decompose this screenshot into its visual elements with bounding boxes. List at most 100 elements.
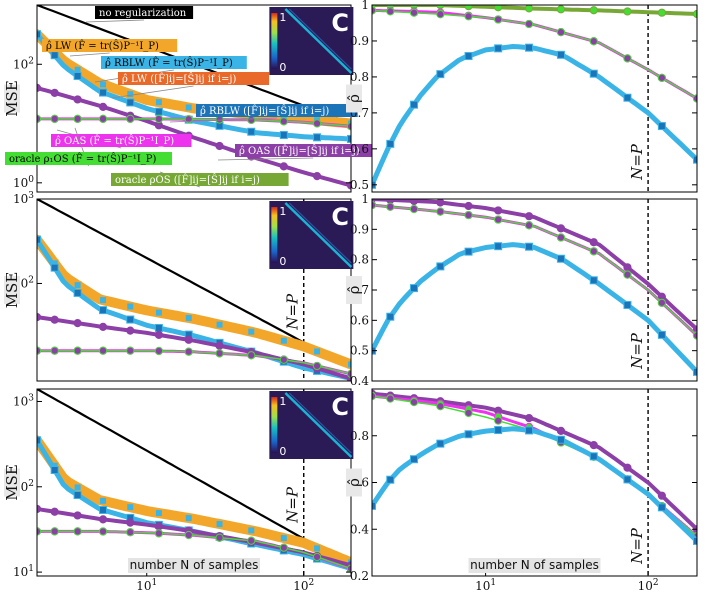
series-line-oas_diag: [372, 199, 697, 332]
series-group: [372, 5, 697, 189]
marker-rblw: [657, 122, 666, 131]
marker-oracle: [247, 351, 256, 360]
marker-lw: [184, 103, 193, 112]
marker-oracle: [409, 397, 419, 407]
inset-heatmap: 1 0 C: [269, 7, 354, 75]
callout-text-lw_diag: ρ̂ LW ([F̂]ij=[Ŝ]ij if i=j): [122, 73, 236, 85]
colorbar: [271, 397, 278, 453]
marker-oas_diag: [98, 515, 108, 524]
xlabel-bg: [468, 558, 601, 573]
callout-box-lw: [42, 39, 178, 52]
marker-rblw: [73, 72, 82, 81]
y-tick-label: 102: [13, 56, 34, 71]
marker-oracle_diag: [623, 7, 632, 16]
heatmap-bg: [269, 391, 354, 459]
marker-lw: [73, 281, 82, 290]
marker-oracle: [589, 37, 598, 46]
marker-oracle: [524, 221, 534, 230]
marker-oracle: [215, 115, 224, 124]
marker-oracle: [436, 207, 445, 216]
xlabel-bg: [128, 558, 260, 573]
marker-oas_diag: [623, 263, 632, 272]
callout-text-rblw: ρ̂ RBLW (F̂ = tr(Ŝ)P⁻¹I_P): [105, 57, 233, 69]
series-line-oas_diag: [37, 85, 351, 188]
series-group: [372, 199, 697, 376]
marker-oas_diag: [50, 315, 59, 324]
ylabel-bg: [4, 276, 20, 304]
marker-rblw: [623, 300, 632, 309]
heatmap-bg: [269, 201, 354, 269]
marker-oracle: [494, 416, 503, 425]
marker-oracle: [589, 247, 598, 256]
marker-lw: [247, 526, 256, 535]
panel-right-top: N=P0.50.60.70.80.91ρ̂: [345, 0, 698, 193]
marker-rblw: [50, 51, 59, 60]
marker-rblw: [589, 69, 598, 78]
marker-oracle: [524, 19, 534, 29]
marker-rblw: [279, 131, 288, 140]
callout-text-rblw_diag: ρ̂ RBLW ([F̂]ij=[Ŝ]ij if i=j): [200, 105, 329, 117]
np-label: N=P: [628, 527, 646, 565]
marker-oas_diag: [126, 326, 135, 335]
marker-oracle: [436, 402, 445, 411]
plot-area: [372, 5, 697, 192]
y-tick-label: 101: [13, 564, 34, 579]
series-line-rblw: [372, 426, 697, 544]
marker-rblw: [556, 435, 565, 444]
y-tick-label: 0.9: [350, 222, 369, 236]
y-tick-label: 0.6: [350, 313, 369, 327]
y-tick-label: 0.2: [350, 569, 369, 583]
y-tick-label: 0.8: [350, 253, 369, 267]
colorbar-min: 0: [279, 61, 286, 74]
colorbar-max: 1: [279, 395, 286, 408]
colorbar-min: 0: [279, 255, 286, 268]
inset-letter: C: [331, 203, 349, 231]
marker-rblw: [410, 100, 419, 109]
marker-lw: [99, 496, 108, 505]
callout-text-oas: ρ̂ OAS (F̂ = tr(Ŝ)P⁻¹I_P): [55, 135, 174, 147]
marker-oas_diag: [589, 441, 598, 450]
colorbar: [271, 207, 278, 263]
marker-oas_diag: [126, 518, 135, 527]
callout-box-oracle_diag: [111, 173, 289, 186]
marker-rblw: [525, 242, 534, 251]
x-tick-label: 101: [475, 578, 496, 593]
marker-rblw: [386, 475, 395, 484]
ylabel-bg: [346, 84, 362, 113]
x-tick-label: 102: [638, 578, 659, 593]
np-label: N=P: [284, 486, 302, 524]
marker-rblw: [693, 155, 697, 164]
marker-oas_diag: [589, 238, 598, 247]
marker-oracle: [386, 7, 395, 16]
marker-lw: [347, 360, 351, 369]
marker-rblw: [464, 430, 473, 439]
marker-oracle: [154, 114, 164, 124]
series-group: [37, 199, 351, 381]
inset-heatmap: 1 0 C: [269, 391, 354, 459]
marker-oas_diag: [312, 171, 322, 181]
callout-line-oas_diag: [217, 157, 314, 161]
heatmap-diagonal: [284, 8, 353, 74]
heatmap-bg: [269, 7, 354, 75]
marker-oracle: [623, 270, 632, 279]
marker-lw: [279, 336, 288, 345]
marker-lw: [99, 80, 108, 89]
marker-oracle_diag: [494, 5, 503, 12]
marker-oracle: [312, 361, 322, 371]
series-line-rblw: [372, 242, 697, 375]
marker-oas_diag: [154, 330, 164, 339]
marker-rblw: [623, 93, 632, 102]
y-tick-label: 103: [13, 393, 34, 408]
marker-oracle: [184, 530, 193, 540]
marker-rblw: [436, 70, 445, 79]
heatmap-diagonal: [284, 202, 353, 268]
y-axis-label: ρ̂: [345, 94, 363, 103]
marker-rblw: [386, 139, 395, 148]
marker-rblw: [73, 288, 82, 297]
marker-rblw: [589, 276, 598, 285]
marker-lw: [126, 302, 135, 311]
colorbar-min: 0: [279, 445, 286, 458]
series-line-oracle: [37, 349, 351, 375]
marker-oracle: [215, 533, 224, 542]
marker-oas_diag: [73, 319, 82, 328]
